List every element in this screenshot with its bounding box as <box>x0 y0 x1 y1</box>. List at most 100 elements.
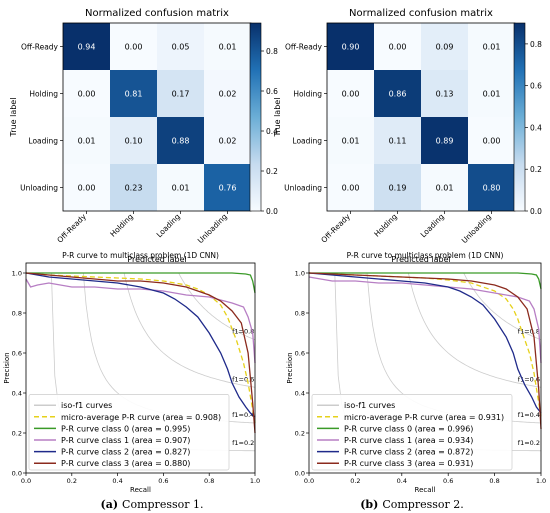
cm-cell-value: 0.02 <box>219 137 237 146</box>
iso-f1-label: f1=0.4 <box>232 411 254 419</box>
cm-title: Normalized confusion matrix <box>85 8 229 19</box>
pr-ytick-label: 0.2 <box>295 430 305 438</box>
cm-cell-value: 0.01 <box>483 90 501 99</box>
cm-cell <box>63 23 110 70</box>
cm-cell <box>421 117 468 164</box>
cm-title: Normalized confusion matrix <box>349 8 493 19</box>
cm-cell <box>157 117 204 164</box>
pr-frame <box>25 262 256 474</box>
pr-xlabel: Recall <box>415 486 436 494</box>
pr-legend-label: P-R curve class 3 (area = 0.880) <box>61 459 190 468</box>
cm-cell <box>327 23 374 70</box>
cm-cell <box>374 23 421 70</box>
pr-xtick-label: 0.6 <box>443 477 453 485</box>
pr-xtick-label: 0.0 <box>304 477 314 485</box>
cm-cell <box>110 23 157 70</box>
cm-xlabel: Predicted label <box>127 255 186 264</box>
cm-row-label: Unloading <box>284 184 322 193</box>
iso-f1-curve <box>463 272 542 341</box>
cm-colorbar-label: 0.4 <box>530 123 542 132</box>
cm-cell-value: 0.01 <box>342 137 360 146</box>
pr-legend-box <box>28 394 230 471</box>
cm-cell <box>468 23 515 70</box>
cm-cell <box>157 70 204 117</box>
pr-xtick-label: 0.0 <box>21 477 31 485</box>
pr-legend-label: P-R curve class 1 (area = 0.907) <box>61 436 190 445</box>
cm-cell-value: 0.11 <box>389 137 407 146</box>
cm-ylabel: True label <box>273 98 282 138</box>
pr-legend-label: P-R curve class 2 (area = 0.827) <box>61 448 190 457</box>
cm-ylabel: True label <box>9 98 18 138</box>
pr-series-line <box>25 272 256 434</box>
pr-legend-label: micro-average P-R curve (area = 0.908) <box>61 413 221 422</box>
cm-row-label: Loading <box>28 137 58 146</box>
pr-curve-compressor-2: P-R curve to multiclass problem (1D CNN)… <box>286 251 546 494</box>
cm-cell-value: 0.86 <box>389 90 407 99</box>
pr-legend-label: iso-f1 curves <box>344 401 395 410</box>
iso-f1-label: f1=0.6 <box>232 375 254 383</box>
cm-cell-value: 0.01 <box>172 184 190 193</box>
iso-f1-label: f1=0.2 <box>232 439 254 447</box>
pr-xtick-label: 0.4 <box>112 477 122 485</box>
cm-cell-value: 0.81 <box>125 90 143 99</box>
cm-cell <box>468 117 515 164</box>
cm-cell-value: 0.10 <box>125 137 143 146</box>
pr-ylabel: Precision <box>286 352 294 383</box>
pr-ytick-label: 1.0 <box>295 270 305 278</box>
cm-cell-value: 0.00 <box>78 184 96 193</box>
cm-cell-value: 0.80 <box>483 184 501 193</box>
pr-series-line <box>309 272 542 290</box>
pr-xtick-label: 0.8 <box>489 477 499 485</box>
pr-xlabel: Recall <box>130 486 151 494</box>
cm-cell <box>110 164 157 211</box>
cm-cell <box>63 70 110 117</box>
cm-cell <box>204 117 251 164</box>
iso-f1-label: f1=0.8 <box>518 328 540 336</box>
cm-cell <box>110 70 157 117</box>
pr-series-line <box>25 272 256 424</box>
pr-legend-label: P-R curve class 2 (area = 0.872) <box>344 448 473 457</box>
pr-ylabel: Precision <box>3 352 11 383</box>
pr-series-line <box>308 272 542 430</box>
pr-ytick-label: 1.0 <box>12 270 22 278</box>
cm-cell <box>327 117 374 164</box>
cm-cell-value: 0.17 <box>172 90 190 99</box>
cm-cell <box>468 164 515 211</box>
cm-col-label: Holding <box>372 212 399 239</box>
iso-f1-curve <box>178 272 256 341</box>
pr-legend-label: P-R curve class 0 (area = 0.995) <box>61 424 190 433</box>
iso-f1-label: f1=0.6 <box>518 375 540 383</box>
cm-cell-value: 0.00 <box>78 90 96 99</box>
cm-col-label: Unloading <box>460 212 493 245</box>
pr-xtick-label: 0.8 <box>204 477 214 485</box>
pr-legend-label: P-R curve class 0 (area = 0.996) <box>344 424 473 433</box>
pr-legend-label: micro-average P-R curve (area = 0.931) <box>344 413 504 422</box>
cm-col-label: Off-Ready <box>319 212 352 245</box>
pr-ytick-label: 0.0 <box>12 470 22 478</box>
cm-col-label: Loading <box>155 212 182 239</box>
pr-title: P-R curve to multiclass problem (1D CNN) <box>347 251 504 260</box>
cm-cell <box>468 70 515 117</box>
pr-legend-box <box>311 394 513 471</box>
cm-cell-value: 0.76 <box>219 184 237 193</box>
cm-colorbar-label: 0.2 <box>266 167 278 176</box>
cm-colorbar-label: 0.8 <box>266 47 278 56</box>
pr-ytick-label: 0.6 <box>12 350 22 358</box>
pr-ytick-label: 0.4 <box>295 390 305 398</box>
pr-xtick-label: 1.0 <box>536 477 546 485</box>
cm-cell-value: 0.88 <box>172 137 190 146</box>
pr-xtick-label: 0.2 <box>350 477 360 485</box>
iso-f1-label: f1=0.4 <box>518 411 540 419</box>
pr-xtick-label: 0.4 <box>397 477 407 485</box>
cm-colorbar-label: 0.8 <box>530 40 542 49</box>
pr-legend-label: P-R curve class 3 (area = 0.931) <box>344 459 473 468</box>
cm-cell-value: 0.01 <box>78 137 96 146</box>
pr-ytick-label: 0.6 <box>295 350 305 358</box>
cm-row-label: Off-Ready <box>21 43 59 52</box>
cm-cell-value: 0.00 <box>389 43 407 52</box>
cm-cell-value: 0.13 <box>436 90 454 99</box>
cm-row-label: Holding <box>29 90 58 99</box>
cm-row-label: Loading <box>292 137 322 146</box>
pr-ytick-label: 0.8 <box>12 310 22 318</box>
cm-cell <box>63 117 110 164</box>
